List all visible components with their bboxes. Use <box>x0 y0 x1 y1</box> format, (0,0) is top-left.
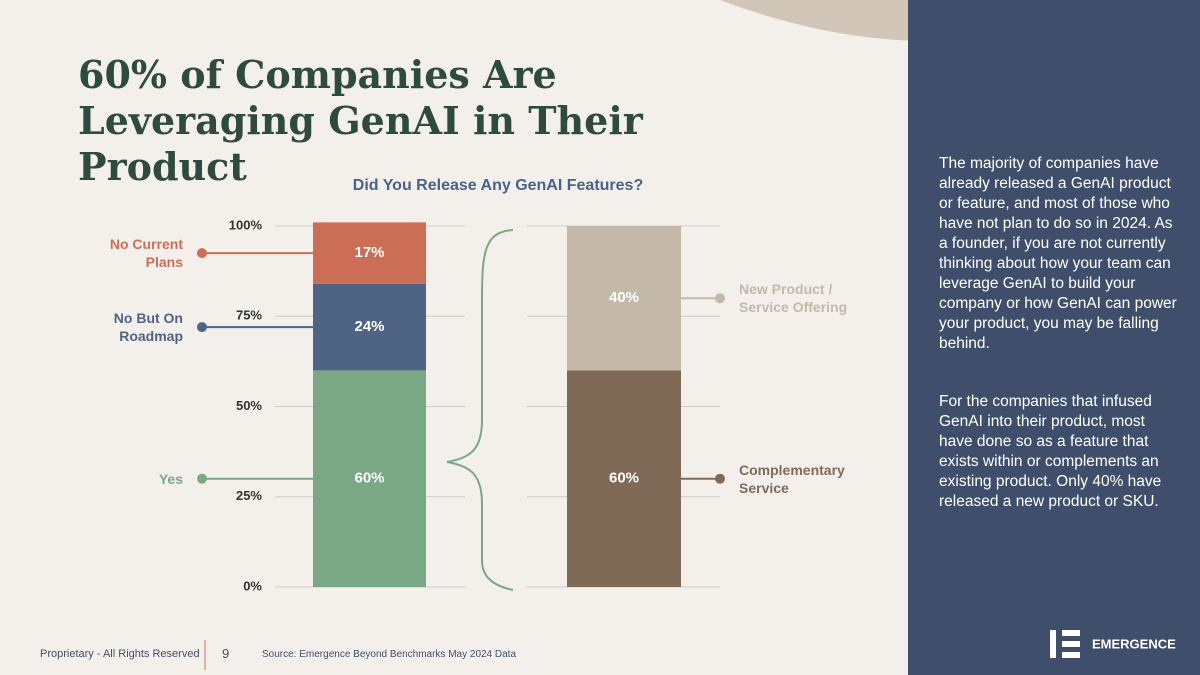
slide-title: 60% of Companies Are Leveraging GenAI in… <box>78 52 643 189</box>
leader-dot <box>197 248 207 259</box>
source: Source: Emergence Beyond Benchmarks May … <box>262 649 517 660</box>
leader-dot <box>715 293 725 304</box>
y-tick-label: 50% <box>236 398 262 413</box>
rights: Proprietary - All Rights Reserved <box>40 648 200 660</box>
y-tick-label: 100% <box>229 217 263 232</box>
legend-label: Yes <box>158 470 183 487</box>
bar-segment <box>313 370 426 587</box>
legend-label: Complementary Service <box>739 461 845 496</box>
legend-label: New Product / Service Offering <box>739 281 848 316</box>
logo-text: EMERGENCE <box>1092 636 1176 651</box>
sidebar-text: The majority of companies have already r… <box>939 155 1177 352</box>
brace <box>446 229 514 591</box>
legend-label: No Current Plans <box>109 236 183 271</box>
legend-label: No But On Roadmap <box>113 310 183 345</box>
value-label: 60% <box>354 470 384 487</box>
value-label: 40% <box>609 289 639 306</box>
bar-segment <box>567 370 681 587</box>
logo-mark <box>1050 630 1056 658</box>
page-number: 9 <box>222 646 230 661</box>
logo-mark <box>1062 630 1080 636</box>
bar-segment <box>313 283 426 371</box>
logo-mark <box>1062 652 1080 658</box>
chart-title: Did You Release Any GenAI Features? <box>353 177 643 194</box>
y-tick-label: 75% <box>236 308 262 323</box>
value-label: 24% <box>354 318 384 335</box>
logo-mark <box>1062 641 1080 647</box>
leader-dot <box>197 322 207 333</box>
y-tick-label: 0% <box>243 578 262 593</box>
sidebar <box>908 0 1200 675</box>
value-label: 60% <box>609 470 639 487</box>
leader-dot <box>715 473 725 484</box>
leader-dot <box>197 473 207 484</box>
bar-segment <box>567 226 681 371</box>
y-tick-label: 25% <box>236 488 262 503</box>
bar-segment <box>313 222 426 284</box>
sidebar-text: For the companies that infused GenAI int… <box>939 393 1162 510</box>
value-label: 17% <box>354 244 384 261</box>
